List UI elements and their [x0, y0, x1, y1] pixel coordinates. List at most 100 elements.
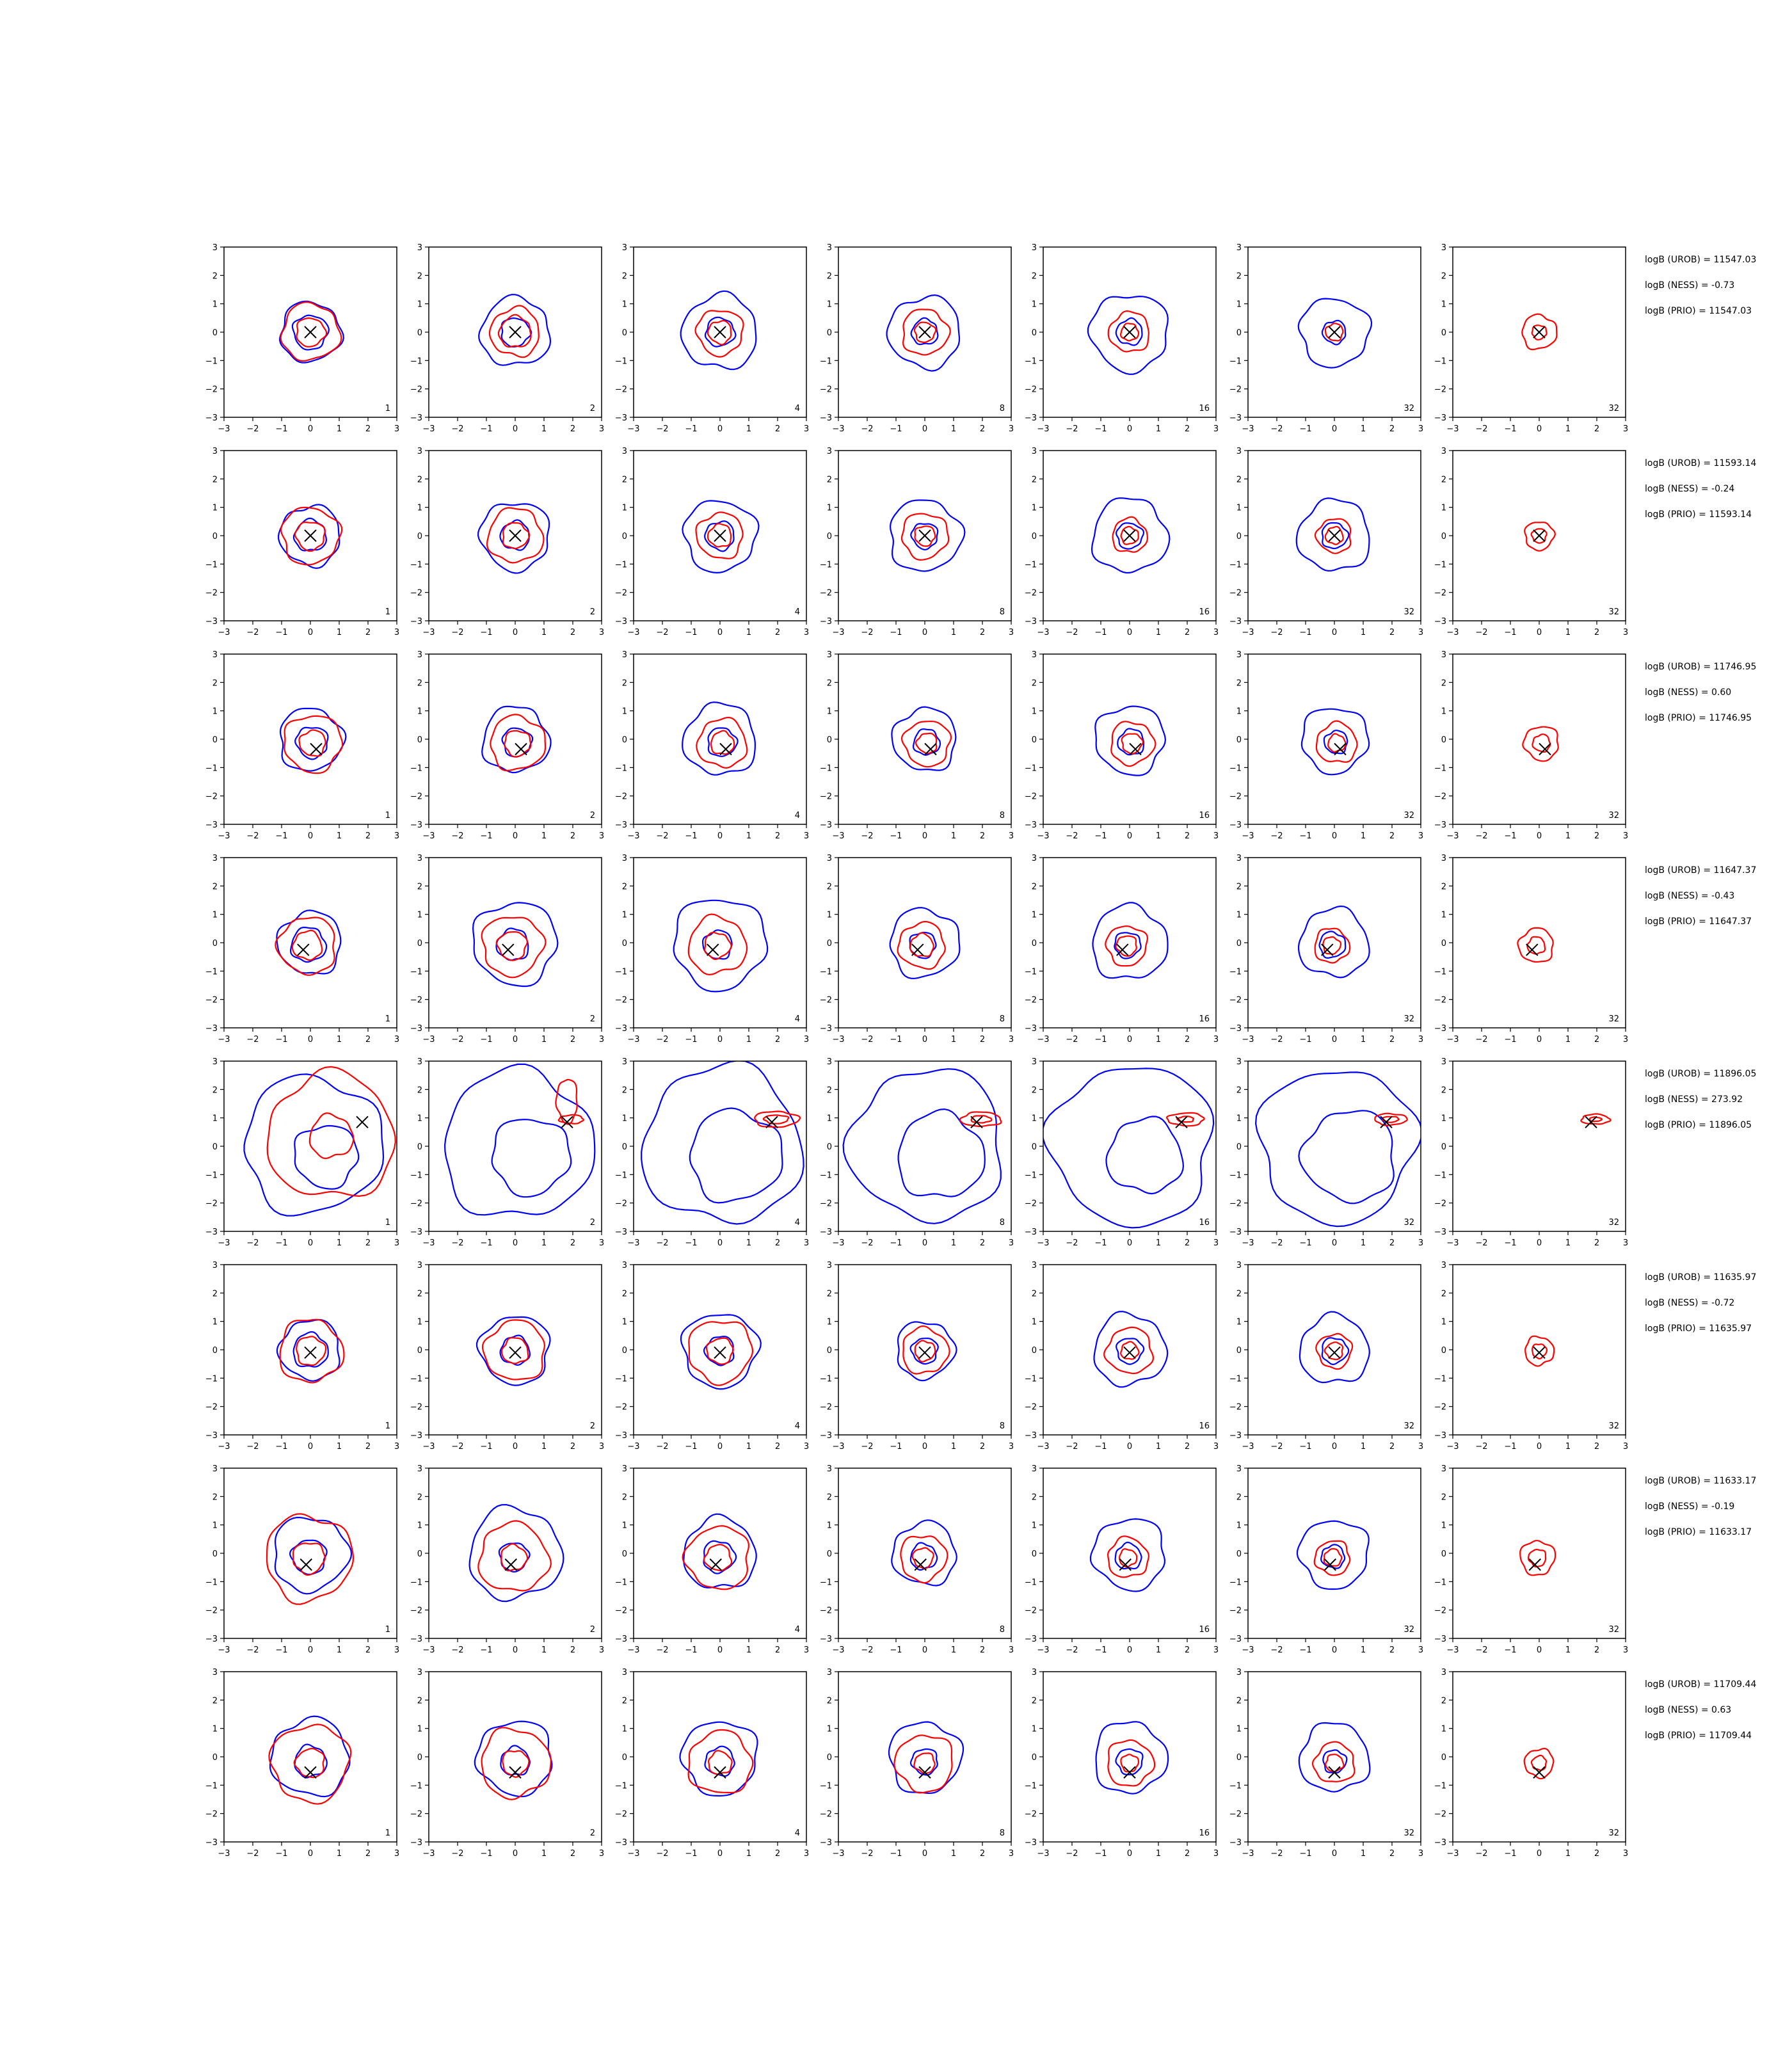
y-tick-label: −2 [615, 1403, 627, 1412]
column-label: 8 [1000, 1625, 1005, 1635]
y-tick-label: −1 [820, 1171, 832, 1180]
y-tick-label: 2 [1236, 882, 1242, 892]
y-tick-label: 2 [622, 1289, 627, 1299]
panel-r4-c7: −3 −2 −1 0 1 2 3 −3 −2 −1 0 1 2 3 32 [1434, 854, 1628, 1044]
y-tick-label: 0 [1032, 1549, 1037, 1559]
y-tick-label: 3 [1236, 1464, 1242, 1474]
column-label: 32 [1608, 607, 1619, 617]
true-value-marker [709, 1558, 722, 1571]
blue-contour [1254, 1071, 1421, 1228]
y-tick-label: −1 [205, 560, 218, 570]
x-tick-label: 1 [337, 1849, 342, 1859]
true-value-marker [1533, 1346, 1546, 1359]
y-tick-label: 0 [1236, 328, 1242, 338]
red-contour [481, 1727, 552, 1800]
x-tick-label: −3 [1242, 831, 1254, 841]
panel-r8-c7: −3 −2 −1 0 1 2 3 −3 −2 −1 0 1 2 3 32 [1434, 1668, 1628, 1859]
y-tick-label: −1 [820, 1781, 832, 1791]
axes-frame [1247, 1671, 1421, 1843]
panel-r1-c6: −3 −2 −1 0 1 2 3 −3 −2 −1 0 1 2 3 32 [1229, 243, 1423, 434]
y-tick-label: 3 [1236, 854, 1242, 863]
x-tick-label: −3 [422, 1849, 435, 1859]
y-tick-label: 0 [622, 735, 627, 745]
x-tick-label: 2 [1594, 831, 1599, 841]
y-tick-label: −3 [615, 1024, 627, 1034]
blue-contour [909, 1337, 939, 1365]
blue-contour [897, 1321, 957, 1382]
x-tick-label: 0 [1332, 831, 1337, 841]
x-tick-label: 1 [1565, 628, 1571, 637]
true-value-marker [1175, 1116, 1188, 1129]
true-value-marker [509, 529, 522, 542]
axes-frame [1452, 1671, 1626, 1843]
x-tick-label: −3 [1446, 1645, 1459, 1655]
y-tick-label: −2 [1025, 996, 1037, 1005]
y-tick-label: 1 [622, 1725, 627, 1734]
y-tick-label: −1 [410, 1781, 422, 1791]
y-tick-label: −1 [410, 1374, 422, 1384]
x-tick-label: 2 [775, 1035, 780, 1044]
x-tick-label: 2 [365, 831, 371, 841]
y-tick-label: 2 [1032, 1492, 1037, 1502]
red-contour [1120, 1341, 1140, 1360]
x-tick-label: 2 [1389, 1238, 1395, 1248]
y-tick-label: 3 [1441, 650, 1446, 660]
blue-contour [278, 504, 340, 570]
x-tick-label: 1 [337, 1442, 342, 1452]
x-tick-label: 2 [1185, 1238, 1190, 1248]
blue-contour [888, 1721, 964, 1795]
y-tick-label: −2 [1434, 589, 1446, 598]
x-tick-label: 1 [746, 1645, 751, 1655]
x-tick-label: 3 [599, 1238, 604, 1248]
x-tick-label: 0 [308, 1238, 313, 1248]
y-tick-label: 1 [1441, 1521, 1446, 1531]
x-tick-label: −3 [1446, 1238, 1459, 1248]
y-tick-label: 0 [827, 735, 832, 745]
x-tick-label: −1 [890, 1442, 902, 1452]
axes-frame [223, 1671, 397, 1843]
x-tick-label: −3 [422, 1238, 435, 1248]
y-tick-label: −2 [1025, 385, 1037, 395]
y-tick-label: −1 [1025, 764, 1037, 773]
y-tick-label: −2 [820, 996, 832, 1005]
red-contour [477, 1520, 552, 1592]
true-value-marker [1324, 1558, 1336, 1571]
x-tick-label: 1 [746, 628, 751, 637]
y-tick-label: 2 [1236, 475, 1242, 484]
y-tick-label: −2 [820, 589, 832, 598]
y-tick-label: 0 [1441, 1346, 1446, 1356]
y-tick-label: −3 [1229, 617, 1242, 627]
x-tick-label: 1 [1156, 1442, 1161, 1452]
red-contour [486, 507, 545, 564]
x-tick-label: −1 [1299, 1442, 1311, 1452]
x-tick-label: 3 [394, 424, 399, 434]
y-tick-label: 3 [417, 1057, 422, 1067]
true-value-marker [970, 1116, 983, 1129]
x-tick-label: 2 [1594, 1442, 1599, 1452]
true-value-marker [1334, 742, 1347, 756]
x-tick-label: 0 [1332, 424, 1337, 434]
y-tick-label: 0 [417, 1753, 422, 1763]
x-tick-label: 3 [599, 1849, 604, 1859]
y-tick-label: 2 [212, 1696, 218, 1706]
x-tick-label: 1 [1361, 1238, 1366, 1248]
x-tick-label: −2 [1066, 1645, 1078, 1655]
y-tick-label: −1 [410, 1171, 422, 1180]
x-tick-label: −1 [1504, 424, 1516, 434]
y-tick-label: −3 [1025, 617, 1037, 627]
y-tick-label: 2 [1441, 271, 1446, 281]
y-tick-label: 1 [1032, 504, 1037, 513]
axes-frame [1043, 1468, 1217, 1639]
x-tick-label: 3 [1418, 424, 1423, 434]
red-contour [500, 1337, 529, 1364]
column-label: 32 [1404, 811, 1414, 820]
y-tick-label: −1 [1229, 967, 1242, 977]
y-tick-label: 2 [417, 475, 422, 484]
y-tick-label: −1 [615, 560, 627, 570]
x-tick-label: 2 [1389, 1442, 1395, 1452]
y-tick-label: 1 [1236, 300, 1242, 310]
logb-stat: logB (UROB) = 11709.44 [1645, 1679, 1756, 1690]
x-tick-label: −2 [656, 1849, 668, 1859]
y-tick-label: 1 [622, 1318, 627, 1327]
